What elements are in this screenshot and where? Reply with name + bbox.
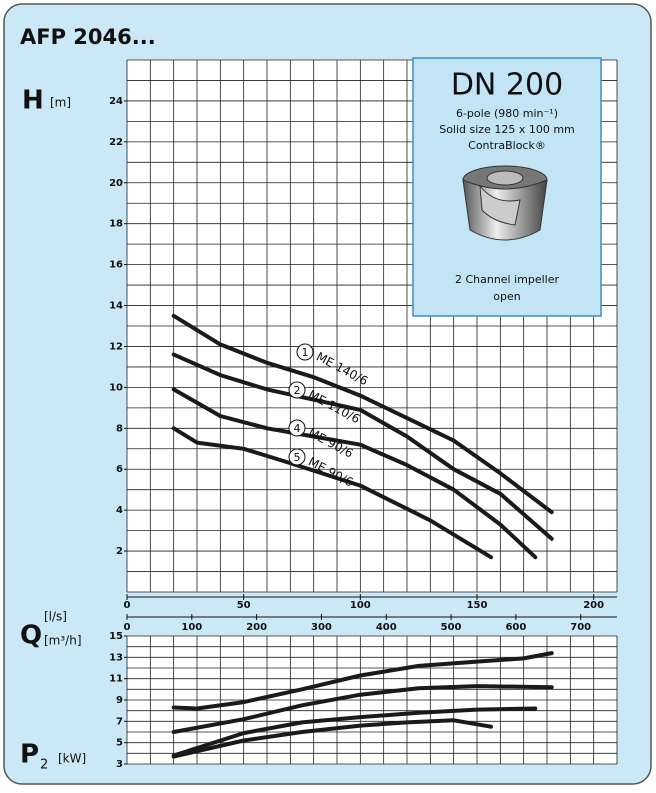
x2-tick-label: 0: [124, 622, 131, 633]
x2-tick-label: 600: [505, 622, 526, 633]
y-tick-label: 3: [116, 759, 123, 770]
impeller-image: [462, 165, 548, 241]
curve: [171, 684, 554, 734]
curve-id-circle: [288, 381, 306, 399]
x2-tick-label: 100: [181, 622, 202, 633]
info-title: DN 200: [451, 68, 563, 103]
x2-tick-label: 500: [441, 622, 462, 633]
y-tick-label: 5: [116, 738, 123, 749]
y-tick-label: 14: [109, 301, 123, 312]
x2-tick-label: 300: [311, 622, 332, 633]
curve-id: 1: [302, 346, 309, 359]
x2-tick-label: 700: [570, 622, 591, 633]
curve: [171, 706, 538, 758]
curve-id-circle: [288, 448, 306, 466]
y-tick-label: 10: [109, 382, 123, 393]
x2-tick-label: 400: [376, 622, 397, 633]
y-tick-label: 4: [116, 505, 123, 516]
info-text: 2 Channel impeller: [455, 273, 560, 286]
curve: [171, 387, 538, 560]
curve: [171, 651, 554, 711]
y-tick-label: 24: [109, 96, 123, 107]
y-tick-label: 7: [116, 716, 123, 727]
y-unit: [kW]: [58, 752, 86, 766]
x-tick-label: 50: [237, 600, 251, 611]
y-tick-label: 13: [109, 652, 123, 663]
curve: [171, 352, 554, 541]
x-unit: [l/s]: [44, 610, 67, 624]
info-text: ContraBlock®: [468, 139, 546, 152]
y-label-sub: 2: [40, 758, 48, 773]
info-text: open: [493, 290, 520, 303]
y-tick-label: 6: [116, 464, 123, 475]
x-tick-label: 200: [583, 600, 604, 611]
curve-id-circle: [296, 343, 314, 361]
curve-id: 4: [294, 422, 301, 435]
title: AFP 2046...: [20, 25, 156, 49]
curve-id: 5: [294, 451, 301, 464]
y-tick-label: 12: [109, 341, 123, 352]
x2-unit: [m³/h]: [44, 634, 82, 648]
y-tick-label: 15: [109, 631, 123, 642]
y-tick-label: 2: [116, 546, 123, 557]
x-tick-label: 100: [350, 600, 371, 611]
curve: [171, 313, 554, 515]
y-tick-label: 9: [116, 695, 123, 706]
y-tick-label: 11: [109, 674, 123, 685]
y-tick-label: 20: [109, 178, 123, 189]
info-box: DN 200 6-pole (980 min⁻¹) Solid size 125…: [412, 57, 602, 317]
x-label: Q: [20, 621, 42, 651]
y-tick-label: 18: [109, 219, 123, 230]
x2-tick-label: 200: [246, 622, 267, 633]
curve: [171, 426, 493, 560]
x-tick-label: 150: [467, 600, 488, 611]
info-text: Solid size 125 x 100 mm: [439, 123, 575, 136]
y-label: P: [20, 740, 39, 770]
y-tick-label: 16: [109, 260, 123, 271]
y-tick-label: 8: [116, 423, 123, 434]
y-label: H: [22, 86, 44, 116]
y-tick-label: 22: [109, 137, 123, 148]
curve: [171, 718, 493, 759]
x-tick-label: 0: [124, 600, 131, 611]
info-text: 6-pole (980 min⁻¹): [456, 107, 558, 120]
y-unit: [m]: [50, 96, 71, 110]
curve-id-circle: [288, 419, 306, 437]
curve-id: 2: [294, 384, 301, 397]
